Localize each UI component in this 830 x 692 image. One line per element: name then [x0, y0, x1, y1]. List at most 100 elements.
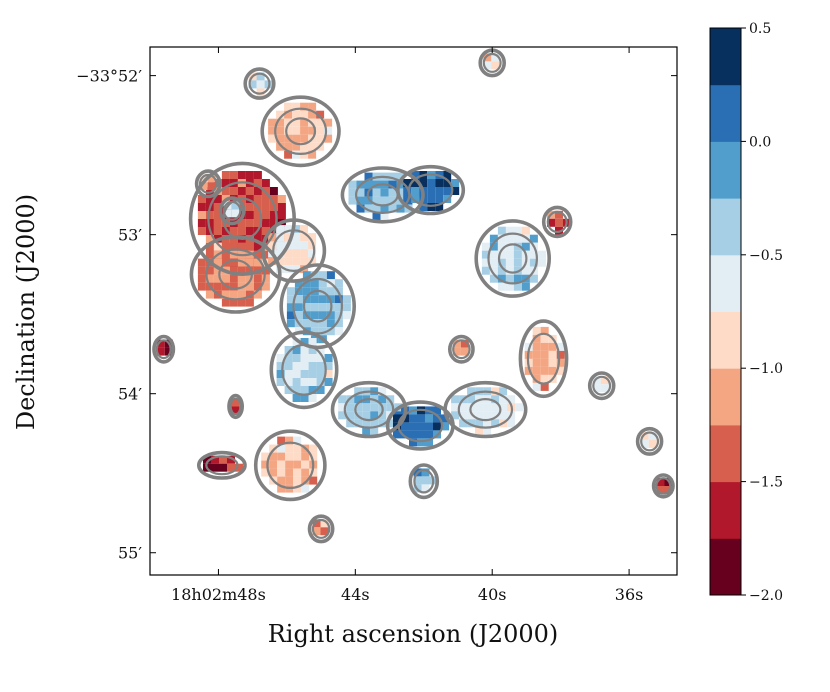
heat-cell — [211, 455, 219, 464]
heat-region-sw-blob — [261, 436, 318, 493]
heat-cell — [312, 527, 321, 536]
contour-arc-top-b — [396, 164, 466, 216]
heat-cell — [308, 110, 317, 119]
heat-cell — [221, 298, 230, 307]
heat-cell — [334, 279, 343, 288]
heat-cell — [277, 203, 286, 211]
heat-cell — [300, 241, 309, 250]
heat-cell — [372, 196, 381, 205]
heat-cell — [334, 303, 343, 312]
colorbar-tick-label: −0.5 — [749, 248, 783, 264]
heat-cell — [513, 258, 522, 267]
heat-cell — [205, 290, 214, 299]
contour-nw-big-red — [207, 181, 278, 257]
contour-far-east-red — [655, 477, 672, 495]
heat-cell — [378, 387, 387, 396]
contour-arc-left-c — [269, 330, 339, 410]
heat-cell — [491, 419, 500, 428]
heat-cell — [338, 403, 347, 412]
heat-cell — [302, 303, 311, 312]
heat-cell — [435, 179, 444, 187]
heat-cell — [237, 290, 246, 299]
heat-cell — [302, 287, 311, 296]
heat-cell — [284, 378, 293, 386]
heat-cell — [316, 126, 325, 135]
heat-cell — [499, 411, 508, 420]
heat-cell — [302, 295, 311, 304]
heat-cell — [378, 395, 387, 404]
heat-cell — [401, 430, 409, 439]
heat-cell — [277, 460, 286, 469]
heat-cell — [285, 452, 294, 461]
heat-cell — [253, 171, 262, 179]
heat-cell — [521, 242, 530, 251]
heat-cell — [253, 219, 262, 227]
heat-cell — [276, 142, 285, 151]
heat-cell — [547, 218, 555, 227]
heat-cell — [221, 171, 230, 179]
heat-cell — [276, 370, 285, 378]
heat-cell — [413, 476, 422, 485]
heat-cell — [556, 342, 565, 351]
heat-cell — [386, 419, 395, 428]
heat-cell — [489, 266, 498, 275]
heat-cell — [316, 386, 325, 394]
heat-cell — [261, 266, 270, 275]
heat-cell — [386, 403, 395, 412]
heat-cell — [362, 427, 371, 436]
heat-cell — [261, 282, 270, 291]
heat-cell — [443, 179, 452, 187]
heat-cell — [197, 258, 206, 267]
heat-cell — [284, 150, 293, 159]
heat-cell — [253, 243, 262, 251]
heat-cell — [540, 374, 549, 383]
contour-arc-bottom-c — [457, 390, 514, 429]
heat-cell — [227, 455, 235, 464]
y-tick-label: 53′ — [118, 226, 142, 245]
heat-cell — [285, 436, 294, 445]
heat-cell — [301, 484, 310, 493]
heat-cell — [421, 484, 430, 493]
heat-cell — [318, 271, 327, 280]
heat-cell — [362, 411, 371, 420]
heat-cell — [362, 403, 371, 412]
heat-cell — [308, 241, 317, 250]
contour-lower-red-dot — [227, 393, 244, 420]
heat-cell — [326, 287, 335, 296]
heat-cell — [286, 311, 295, 320]
heat-cell — [277, 452, 286, 461]
heat-cell — [316, 370, 325, 378]
heat-cell — [300, 354, 309, 362]
heat-cell — [285, 444, 294, 453]
heat-cell — [300, 102, 309, 111]
colorbar-tick-label: 0.5 — [749, 21, 771, 37]
heat-cell — [261, 460, 270, 469]
heat-cell — [276, 354, 285, 362]
heat-cell — [497, 274, 506, 283]
heat-cell — [300, 110, 309, 119]
heat-cell — [411, 187, 420, 195]
y-tick-label: 54′ — [118, 385, 142, 404]
heat-cell — [316, 346, 325, 354]
heat-cell — [435, 187, 444, 195]
contour-east-red — [546, 210, 568, 233]
heat-cell — [600, 376, 609, 385]
heat-cell — [269, 444, 278, 453]
colorbar-frame — [709, 27, 742, 596]
heat-cell — [425, 430, 433, 439]
heat-cell — [284, 354, 293, 362]
heat-cell — [300, 378, 309, 386]
heat-cell — [380, 188, 389, 197]
heat-cell — [513, 274, 522, 283]
heat-cell — [592, 384, 601, 393]
heat-cell — [197, 274, 206, 283]
heat-cell — [419, 179, 428, 187]
heat-cell — [308, 233, 317, 242]
heat-cell — [555, 210, 563, 219]
heat-cell — [284, 225, 293, 234]
heat-cell — [425, 438, 433, 447]
heat-cell — [499, 387, 508, 396]
heat-cell — [269, 211, 278, 219]
contour-arc-bottom-b — [397, 408, 444, 443]
